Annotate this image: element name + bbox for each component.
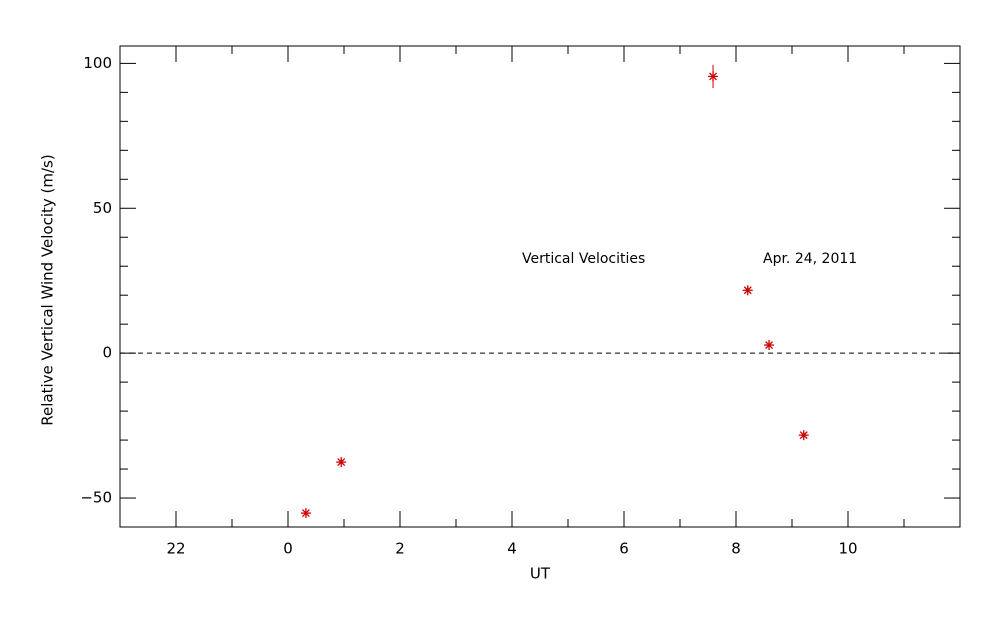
y-tick-label: 100 — [83, 54, 112, 72]
plot-frame — [119, 45, 961, 528]
y-tick-label: 50 — [93, 199, 112, 217]
asterisk-stroke — [337, 458, 346, 467]
x-tick-label: 22 — [166, 540, 185, 558]
asterisk-stroke — [709, 72, 717, 81]
y-tick-label: 0 — [102, 344, 112, 362]
y-axis-label: Relative Vertical Wind Velocity (m/s) — [39, 154, 57, 425]
asterisk-stroke — [301, 509, 310, 518]
x-tick-label: 6 — [619, 540, 629, 558]
annotation: Vertical Velocities — [522, 251, 645, 267]
data-point — [708, 71, 719, 82]
x-tick-label: 0 — [283, 540, 293, 558]
annotation: Apr. 24, 2011 — [763, 251, 857, 267]
x-tick-label: 8 — [731, 540, 741, 558]
x-tick-label: 10 — [838, 540, 857, 558]
x-axis-label: UT — [530, 565, 551, 583]
x-tick-label: 4 — [507, 540, 517, 558]
asterisk-stroke — [765, 341, 773, 349]
y-tick-label: −50 — [80, 489, 112, 507]
data-point — [300, 508, 311, 519]
asterisk-stroke — [799, 431, 808, 440]
data-point — [336, 457, 347, 468]
data-point — [742, 285, 753, 296]
data-point — [798, 430, 809, 441]
asterisk-stroke — [743, 286, 752, 295]
data-point — [764, 340, 775, 351]
x-tick-label: 2 — [395, 540, 405, 558]
